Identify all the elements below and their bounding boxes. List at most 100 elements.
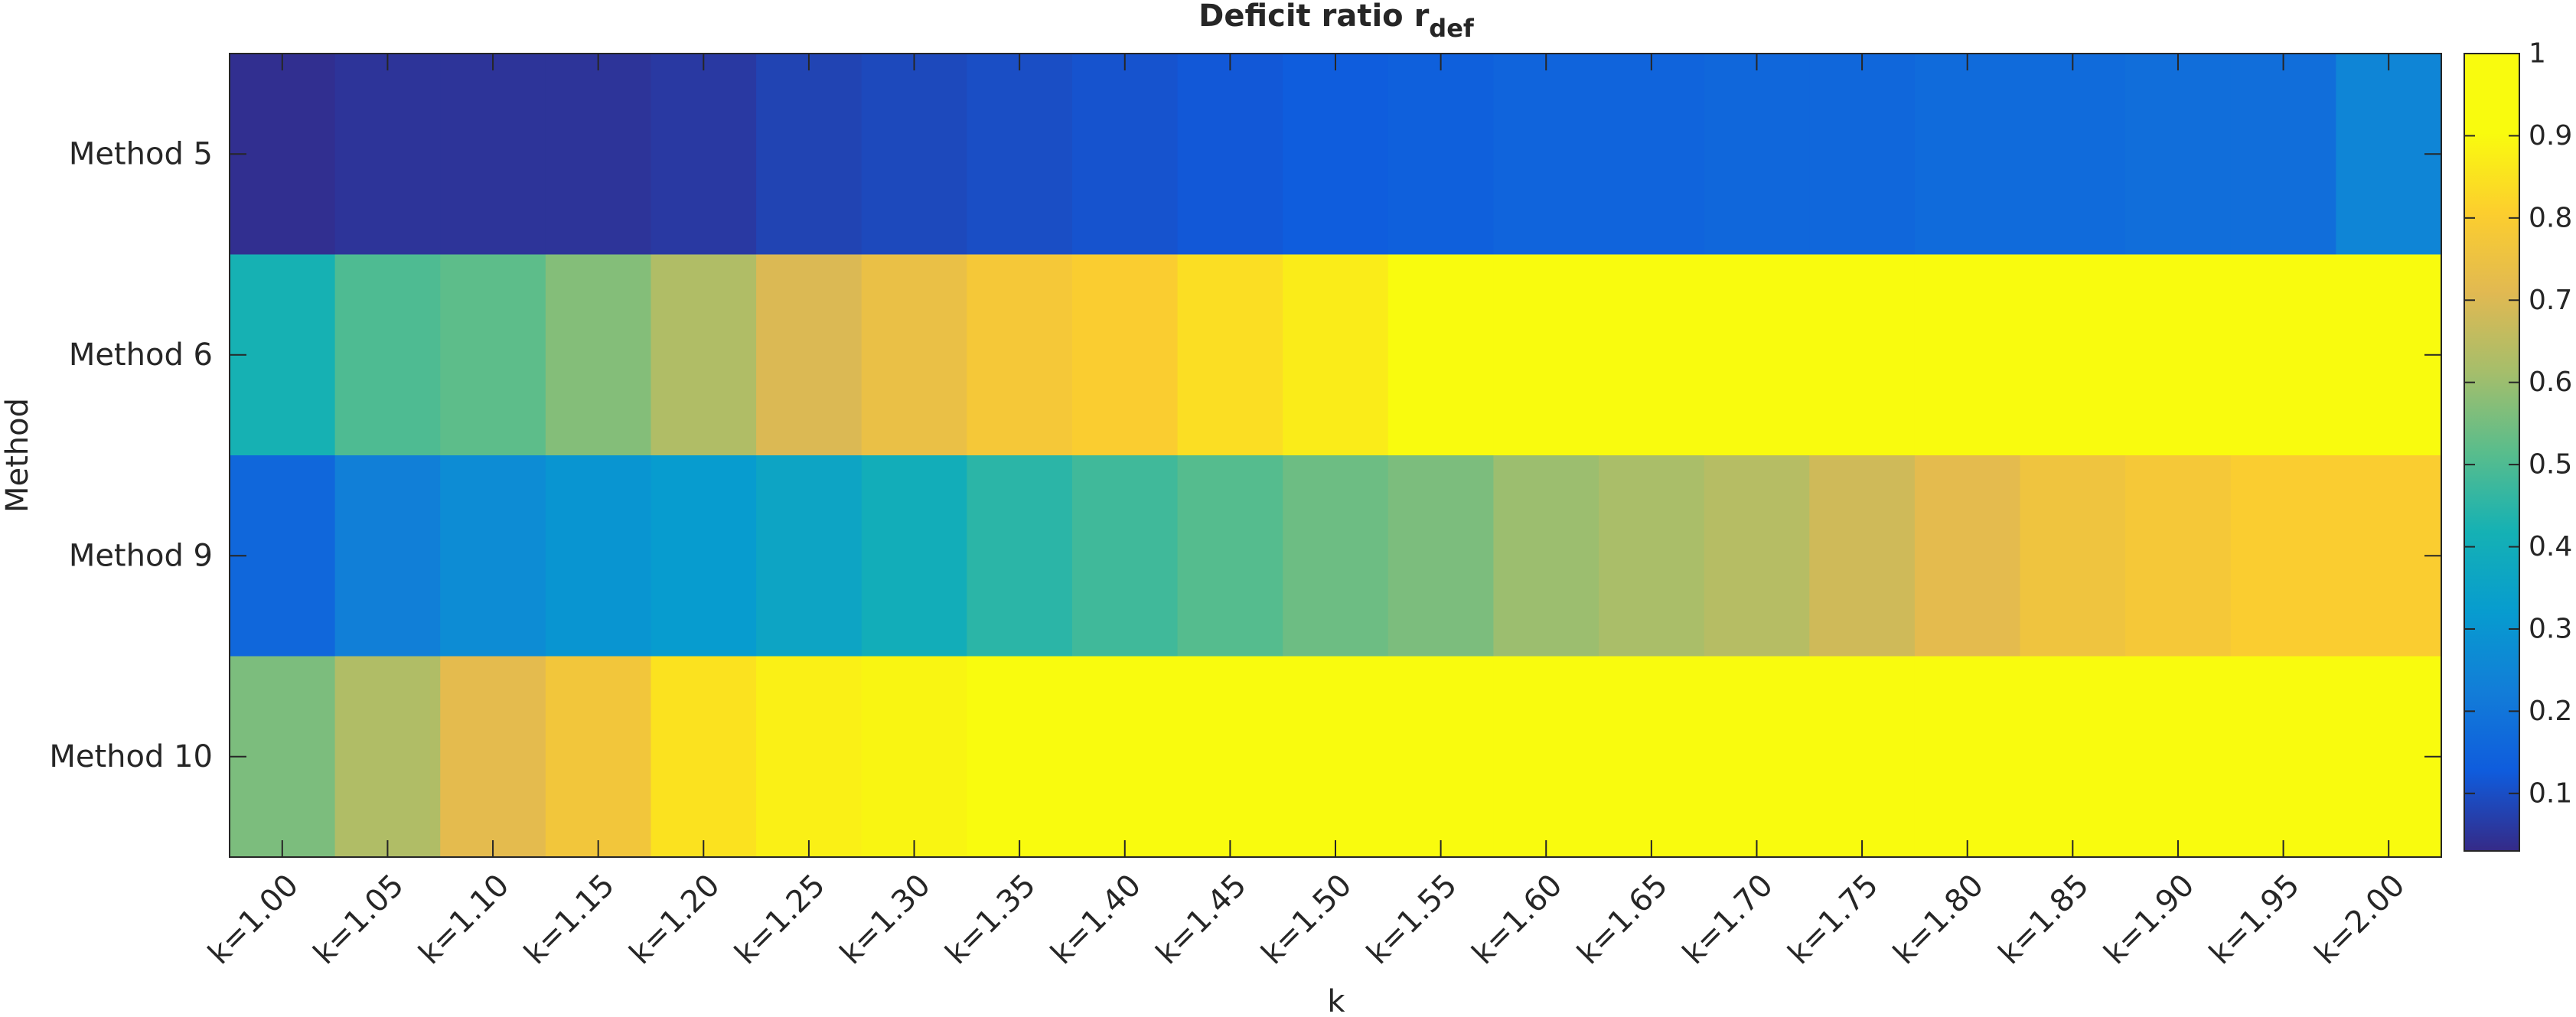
colorbar-tick-label: 0.8 [2529,202,2572,233]
x-tick-label: k=1.45 [1149,868,1254,972]
heatmap-cell [1387,656,1495,858]
heatmap-cell [2336,254,2442,456]
heatmap-cell [1387,54,1495,256]
x-tick-label: k=1.10 [412,868,517,972]
heatmap-cell [1914,254,2021,456]
heatmap-cell [1914,455,2021,657]
heatmap-cell [440,455,546,657]
heatmap-cell [1283,54,1389,256]
heatmap-cell [1599,455,1705,657]
colorbar-tick-label: 0.3 [2529,613,2572,644]
heatmap-cell [2336,656,2442,858]
heatmap-cell [334,254,441,456]
heatmap-cell [1599,254,1705,456]
x-tick-label: k=1.75 [1782,868,1886,972]
heatmap-cell [1704,254,1810,456]
colorbar-tick-label: 0.7 [2529,285,2572,316]
x-tick-label: k=1.85 [1992,868,2096,972]
heatmap-cell [756,455,862,657]
heatmap-cell [861,455,967,657]
y-tick-label: Method 6 [69,337,213,373]
heatmap-cell [2230,254,2336,456]
heatmap-cell [230,656,336,858]
colorbar-tick-label: 0.4 [2529,531,2572,562]
y-axis-label: Method [0,398,35,513]
heatmap-cell [545,54,652,256]
heatmap-cell [1071,455,1179,657]
x-tick-label: k=1.55 [1360,868,1464,972]
heatmap-cell [967,656,1073,858]
heatmap-cell [1493,254,1599,456]
x-tick-label: k=1.80 [1886,868,1991,972]
heatmap-cell [651,656,757,858]
heatmap-cell [440,656,546,858]
x-tick-label: k=1.70 [1676,868,1780,972]
heatmap-cell [1283,254,1389,456]
x-axis-label: k [1327,984,1345,1017]
heatmap-cell [2230,54,2336,256]
x-tick-label: k=2.00 [2308,868,2412,972]
heatmap-cell [1177,54,1283,256]
x-tick-labels: k=1.00 k=1.05 k=1.10 k=1.15 k=1.20 k=1.25 k=1.… [201,868,2411,972]
heatmap-cell [1071,54,1179,256]
heatmap-cell [1809,455,1916,657]
x-tick-label: k=1.35 [939,868,1043,972]
y-tick-labels: Method 5 Method 6 Method 9 Method 10 [49,136,213,774]
heatmap-cell [1387,455,1495,657]
heatmap-cell [545,455,652,657]
heatmap-cell [2230,656,2336,858]
x-tick-label: k=1.65 [1571,868,1675,972]
heatmap-cell [1283,455,1389,657]
heatmap-cell [2336,455,2442,657]
colorbar-tick-label: 0.6 [2529,367,2572,398]
heatmap-cell [1071,254,1179,456]
heatmap-cell [2125,54,2232,256]
heatmap-cell [2336,54,2442,256]
heatmap-cell [2020,54,2126,256]
y-tick-label: Method 10 [49,739,213,774]
heatmap-cell [756,54,862,256]
heatmap-cell [2125,254,2232,456]
heatmap-cell [967,254,1073,456]
heatmap-cell [545,656,652,858]
x-tick-label: k=1.50 [1255,868,1359,972]
x-tick-label: k=1.90 [2098,868,2202,972]
heatmap-cell [651,455,757,657]
heatmap-cell [230,254,336,456]
x-tick-label: k=1.25 [729,868,833,972]
heatmap-cell [440,54,546,256]
x-tick-label: k=1.60 [1466,868,1570,972]
heatmap-cell [756,254,862,456]
heatmap-cell [1914,656,2021,858]
heatmap-cell [334,54,441,256]
heatmap-cell [861,54,967,256]
heatmap-cell [1493,54,1599,256]
heatmap-cell [651,254,757,456]
heatmap-cell [1809,656,1916,858]
heatmap-cell [1177,455,1283,657]
heatmap-cell [2020,656,2126,858]
heatmap-cell [1704,54,1810,256]
heatmap-cell [967,54,1073,256]
colorbar-tick-label: 1 [2529,38,2546,70]
chart-title: Deficit ratio rdef [1198,0,1475,43]
heatmap-cell [1071,656,1179,858]
heatmap-cell [230,455,336,657]
heatmap-cell [1177,254,1283,456]
x-tick-label: k=1.05 [307,868,411,972]
heatmap-cell [1283,656,1389,858]
colorbar-tick-label: 0.5 [2529,449,2572,481]
heatmap-cell [545,254,652,456]
heatmap-cell [2020,455,2126,657]
heatmap-cell [440,254,546,456]
colorbar [2464,53,2520,852]
heatmap-cell [1914,54,2021,256]
axis-ticks [230,54,2441,857]
heatmap-cell [230,54,336,256]
heatmap-cell [2125,455,2232,657]
heatmap-cell [861,656,967,858]
heatmap-cells [230,54,2442,858]
heatmap-cell [1809,254,1916,456]
x-tick-label: k=1.30 [833,868,937,972]
